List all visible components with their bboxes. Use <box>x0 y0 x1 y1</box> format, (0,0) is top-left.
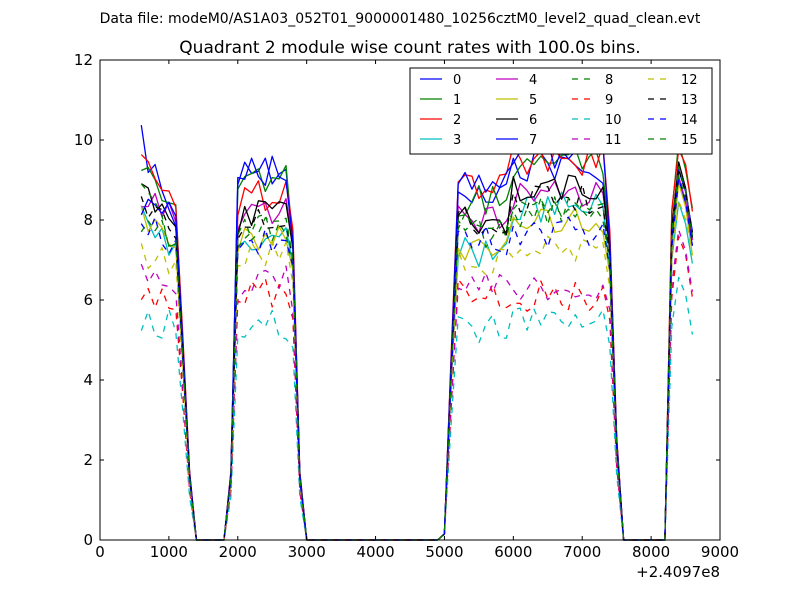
legend-label-5: 5 <box>529 93 537 108</box>
x-tick-label: 6000 <box>494 543 532 561</box>
legend-label-9: 9 <box>605 93 613 108</box>
x-tick-label: 4000 <box>356 543 394 561</box>
x-tick-label: 8000 <box>632 543 670 561</box>
x-tick-label: 0 <box>95 543 105 561</box>
chart-title: Quadrant 2 module wise count rates with … <box>179 38 640 58</box>
legend-label-14: 14 <box>681 113 698 128</box>
legend-frame <box>409 67 713 155</box>
legend-label-0: 0 <box>453 73 461 88</box>
legend-label-13: 13 <box>681 93 698 108</box>
legend-label-1: 1 <box>453 93 461 108</box>
legend-label-4: 4 <box>529 73 537 88</box>
legend-label-12: 12 <box>681 73 698 88</box>
x-tick-label: 7000 <box>563 543 601 561</box>
y-tick-label: 12 <box>74 51 93 69</box>
legend-label-6: 6 <box>529 113 537 128</box>
x-tick-label: 9000 <box>701 543 739 561</box>
legend-label-15: 15 <box>681 133 698 148</box>
x-tick-label: 1000 <box>150 543 188 561</box>
legend-label-7: 7 <box>529 133 537 148</box>
y-tick-label: 0 <box>83 531 93 549</box>
legend-label-11: 11 <box>605 133 622 148</box>
x-tick-label: 2000 <box>219 543 257 561</box>
y-tick-label: 2 <box>83 451 93 469</box>
suptitle: Data file: modeM0/AS1A03_052T01_90000014… <box>100 11 701 27</box>
legend-label-3: 3 <box>453 133 461 148</box>
legend-label-8: 8 <box>605 73 613 88</box>
y-tick-label: 4 <box>83 371 93 389</box>
legend-label-2: 2 <box>453 113 461 128</box>
axis-ticks: 0 1000 2000 3000 4000 5000 6000 7000 8000 9000 0 2 4… <box>74 51 739 561</box>
x-tick-label: 3000 <box>288 543 326 561</box>
series-line-14 <box>140 177 694 541</box>
y-tick-label: 8 <box>83 211 93 229</box>
y-tick-label: 10 <box>74 131 93 149</box>
x-offset-label: +2.4097e8 <box>636 563 720 581</box>
legend-label-10: 10 <box>605 113 622 128</box>
y-tick-label: 6 <box>83 291 93 309</box>
x-tick-label: 5000 <box>425 543 463 561</box>
